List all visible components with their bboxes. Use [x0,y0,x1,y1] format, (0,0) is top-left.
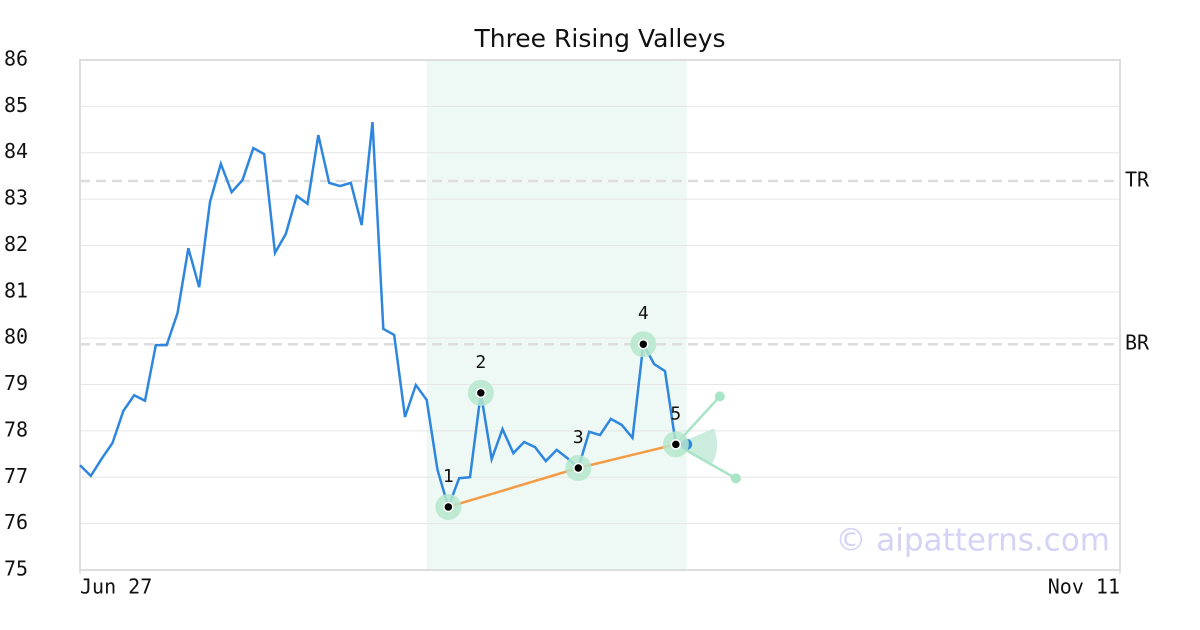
point-label: 2 [475,352,486,373]
level-label: TR [1125,168,1150,192]
y-tick-label: 82 [4,232,28,256]
y-tick-label: 78 [4,417,28,441]
y-tick-label: 76 [4,510,28,534]
y-tick-label: 84 [4,139,28,163]
point-label: 1 [443,466,454,487]
y-tick-label: 81 [4,278,28,302]
y-tick-label: 85 [4,93,28,117]
highlight-region [426,60,687,570]
chart-title: Three Rising Valleys [473,24,725,53]
pattern-point [573,462,584,474]
arrow-head [730,473,741,484]
y-tick-label: 79 [4,371,28,395]
y-tick-label: 86 [4,47,28,71]
x-tick-label: Nov 11 [1048,575,1120,599]
y-tick-label: 83 [4,186,28,210]
pattern-point [638,338,649,350]
y-tick-label: 77 [4,464,28,488]
pattern-point [443,501,454,513]
pattern-point [475,387,487,399]
point-label: 3 [573,427,584,448]
y-tick-label: 75 [4,557,28,581]
point-label: 5 [670,403,681,424]
watermark: © aipatterns.com [835,523,1110,559]
price-line [79,121,687,511]
y-tick-label: 80 [4,325,28,349]
direction-wedge [675,428,718,465]
plot-frame [79,59,1121,571]
x-tick-label: Jun 27 [80,575,152,599]
level-label: BR [1125,331,1150,355]
point-label: 4 [638,303,649,324]
pattern-point [670,439,682,450]
arrow-head [714,391,725,402]
